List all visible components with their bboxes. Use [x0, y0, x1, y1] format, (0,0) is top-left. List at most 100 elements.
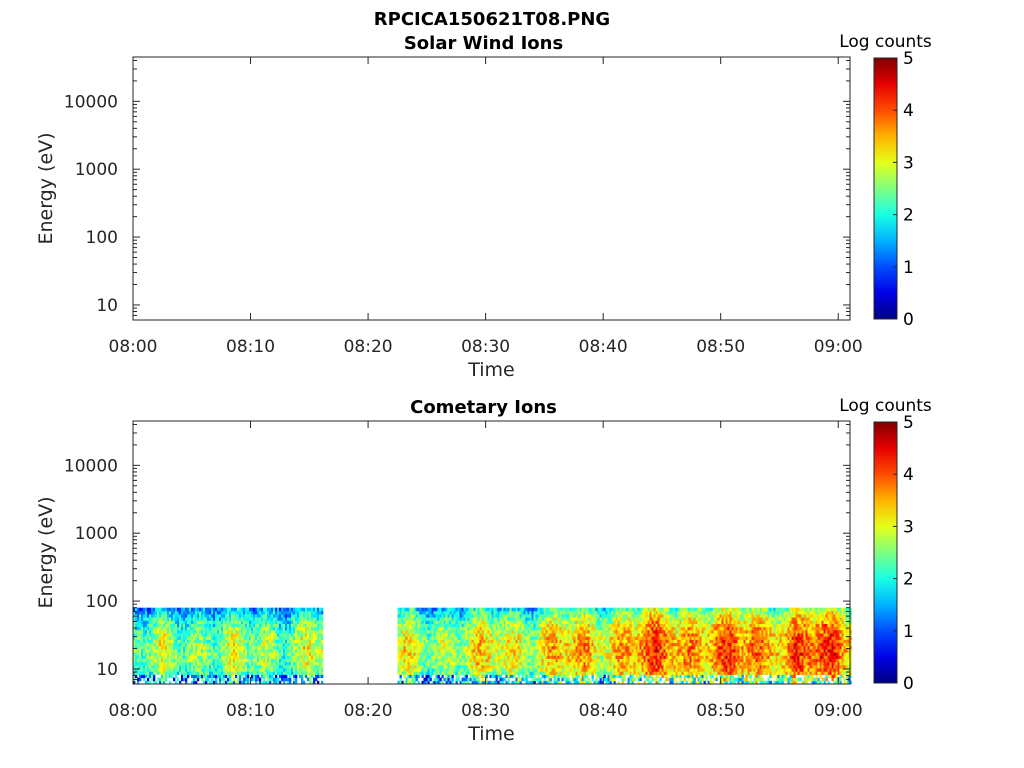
spectrogram-cell [409, 674, 412, 679]
spectrogram-cell [467, 617, 470, 621]
spectrogram-cell [229, 610, 232, 615]
spectrogram-cell [541, 655, 544, 659]
spectrogram-cell [285, 607, 288, 612]
spectrogram-cell [165, 661, 168, 666]
spectrogram-cell [561, 614, 564, 618]
spectrogram-cell [305, 674, 308, 679]
spectrogram-cell [621, 629, 624, 634]
spectrogram-cell [413, 623, 416, 628]
spectrogram-cell [539, 649, 542, 653]
spectrogram-cell [155, 607, 158, 612]
spectrogram-cell [159, 626, 162, 631]
spectrogram-cell [433, 617, 436, 621]
spectrogram-cell [303, 661, 306, 666]
spectrogram-cell [525, 610, 528, 615]
spectrogram-cell [195, 623, 198, 628]
spectrogram-cell [505, 649, 508, 653]
spectrogram-cell [215, 633, 218, 637]
spectrogram-cell [499, 623, 502, 628]
spectrogram-cell [161, 645, 164, 650]
spectrogram-cell [307, 620, 310, 624]
spectrogram-cell [421, 680, 424, 685]
spectrogram-cell [197, 614, 200, 618]
spectrogram-cell [163, 629, 166, 634]
spectrogram-cell [487, 658, 490, 663]
spectrogram-cell [597, 668, 600, 672]
spectrogram-cell [583, 614, 586, 618]
spectrogram-cell [523, 610, 526, 615]
spectrogram-cell [193, 652, 196, 656]
spectrogram-cell [527, 607, 530, 612]
spectrogram-cell [411, 661, 414, 666]
spectrogram-cell [543, 614, 546, 618]
spectrogram-cell [617, 649, 620, 653]
spectrogram-cell [143, 668, 146, 672]
spectrogram-cell [237, 664, 240, 669]
spectrogram-cell [407, 661, 410, 666]
spectrogram-cell [419, 633, 422, 637]
spectrogram-cell [465, 655, 468, 659]
spectrogram-cell [209, 658, 212, 663]
spectrogram-cell [175, 655, 178, 659]
spectrogram-cell [611, 633, 614, 637]
spectrogram-cell [415, 645, 418, 650]
spectrogram-cell [165, 645, 168, 650]
spectrogram-cell [247, 645, 250, 650]
spectrogram-cell [311, 623, 314, 628]
spectrogram-cell [173, 614, 176, 618]
spectrogram-cell [473, 629, 476, 634]
spectrogram-cell [193, 633, 196, 637]
spectrogram-cell [455, 649, 458, 653]
spectrogram-cell [147, 614, 150, 618]
spectrogram-cell [303, 645, 306, 650]
spectrogram-cell [531, 614, 534, 618]
spectrogram-cell [151, 614, 154, 618]
spectrogram-cell [469, 617, 472, 621]
spectrogram-cell [411, 668, 414, 672]
spectrogram-cell [319, 661, 322, 666]
spectrogram-cell [619, 655, 622, 659]
spectrogram-cell [241, 645, 244, 650]
spectrogram-cell [143, 649, 146, 653]
spectrogram-cell [291, 629, 294, 634]
spectrogram-cell [249, 614, 252, 618]
spectrogram-cell [185, 620, 188, 624]
spectrogram-cell [405, 652, 408, 656]
spectrogram-cell [599, 642, 602, 647]
spectrogram-cell [423, 661, 426, 666]
spectrogram-cell [429, 649, 432, 653]
spectrogram-cell [487, 668, 490, 672]
spectrogram-cell [509, 614, 512, 618]
spectrogram-cell [469, 677, 472, 682]
spectrogram-cell [309, 636, 312, 640]
spectrogram-cell [227, 614, 230, 618]
spectrogram-cell [527, 661, 530, 666]
spectrogram-cell [259, 636, 262, 640]
spectrogram-cell [297, 626, 300, 631]
spectrogram-cell [437, 649, 440, 653]
spectrogram-cell [499, 658, 502, 663]
spectrogram-cell [169, 674, 172, 679]
spectrogram-cell [233, 680, 236, 685]
spectrogram-cell [493, 661, 496, 666]
spectrogram-cell [455, 658, 458, 663]
spectrogram-cell [321, 614, 324, 618]
spectrogram-cell [457, 639, 460, 644]
spectrogram-cell [547, 623, 550, 628]
spectrogram-cell [499, 671, 502, 675]
spectrogram-cell [573, 674, 576, 679]
spectrogram-cell [145, 629, 148, 634]
spectrogram-cell [277, 677, 280, 682]
spectrogram-cell [171, 617, 174, 621]
spectrogram-cell [253, 655, 256, 659]
spectrogram-cell [409, 645, 412, 650]
spectrogram-cell [181, 655, 184, 659]
spectrogram-cell [179, 652, 182, 656]
spectrogram-cell [459, 639, 462, 644]
spectrogram-cell [439, 649, 442, 653]
spectrogram-cell [269, 617, 272, 621]
spectrogram-cell [483, 626, 486, 631]
spectrogram-cell [257, 674, 260, 679]
spectrogram-cell [195, 674, 198, 679]
spectrogram-cell [415, 677, 418, 682]
